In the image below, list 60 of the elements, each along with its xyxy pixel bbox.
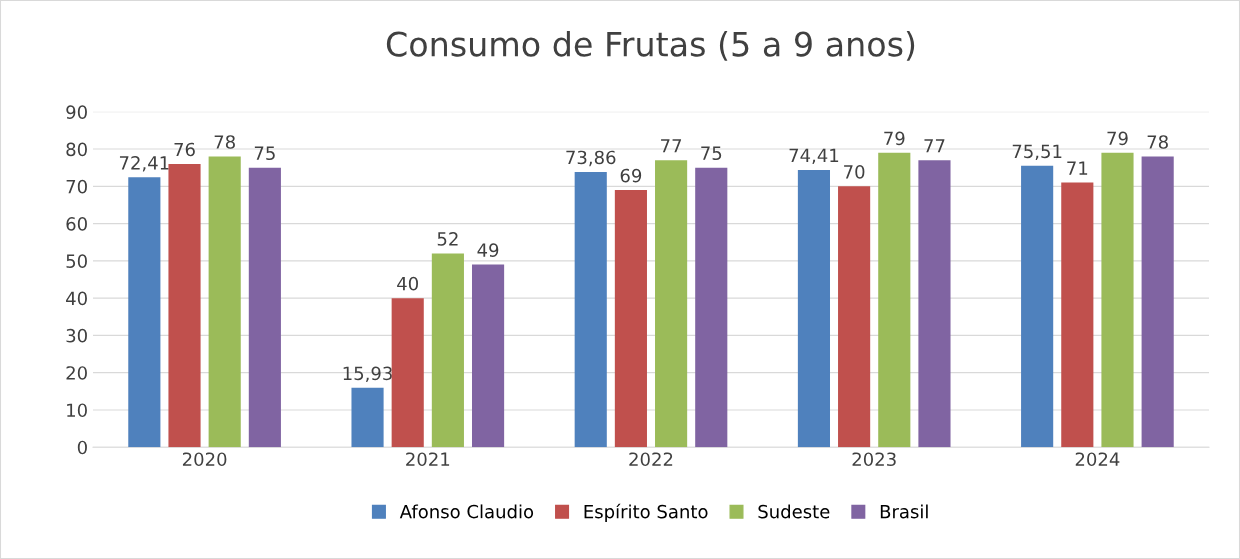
bar (168, 163, 201, 448)
bar (1141, 156, 1174, 448)
bar (208, 156, 241, 448)
bar (391, 298, 424, 448)
data-label: 73,86 (566, 150, 616, 167)
data-label: 70 (844, 165, 865, 179)
data-label: 72,41 (119, 156, 169, 172)
y-tick-label: 0 (77, 440, 87, 455)
bar (471, 264, 505, 448)
data-label: 71 (1067, 161, 1088, 175)
data-label: 79 (884, 131, 905, 146)
y-tick-label: 50 (66, 254, 87, 268)
data-label: 52 (437, 232, 458, 246)
chart-title: Consumo de Frutas (5 a 9 anos) (386, 30, 915, 61)
data-label: 15,93 (343, 366, 392, 383)
y-tick-label: 60 (66, 217, 87, 231)
bar (248, 167, 281, 448)
bar (128, 177, 161, 448)
y-tick-label: 70 (66, 179, 87, 194)
y-tick-label: 10 (67, 403, 87, 418)
data-label: 40 (397, 276, 418, 291)
bar (655, 160, 688, 448)
data-label: 77 (661, 139, 682, 153)
data-label: 76 (174, 142, 195, 157)
bar (878, 152, 911, 448)
data-label: 78 (1147, 135, 1168, 149)
bar (431, 253, 464, 448)
legend-label: Brasil (880, 504, 928, 519)
bar (838, 186, 871, 448)
data-label: 78 (214, 135, 235, 149)
bar (574, 171, 607, 448)
data-label: 75 (254, 146, 275, 161)
y-tick-label: 80 (66, 142, 87, 157)
bar (1021, 165, 1054, 448)
data-label: 79 (1107, 131, 1128, 146)
bar (1101, 152, 1134, 448)
bar (918, 160, 951, 448)
data-label: 75,51 (1012, 144, 1062, 160)
y-tick-label: 30 (66, 328, 87, 343)
bar (797, 169, 831, 448)
y-tick-label: 20 (66, 366, 87, 380)
data-label: 49 (477, 243, 499, 257)
legend-label: Sudeste (758, 504, 830, 519)
data-label: 74,41 (789, 148, 839, 165)
bar (695, 167, 728, 448)
x-tick-label: 2022 (629, 452, 673, 467)
data-label: 75 (701, 146, 722, 161)
x-tick-label: 2021 (406, 452, 450, 467)
x-tick-label: 2024 (1075, 452, 1120, 467)
x-tick-label: 2020 (182, 452, 227, 467)
bar (1061, 182, 1094, 448)
y-tick-label: 40 (66, 291, 87, 306)
legend-label: Afonso Claudio (399, 504, 534, 519)
y-tick-label: 90 (66, 105, 87, 119)
legend-label: Espírito Santo (584, 503, 708, 522)
data-label: 77 (924, 139, 945, 153)
x-tick-label: 2023 (852, 452, 896, 467)
bar (351, 387, 384, 448)
data-label: 69 (620, 168, 642, 183)
bar (614, 190, 647, 448)
